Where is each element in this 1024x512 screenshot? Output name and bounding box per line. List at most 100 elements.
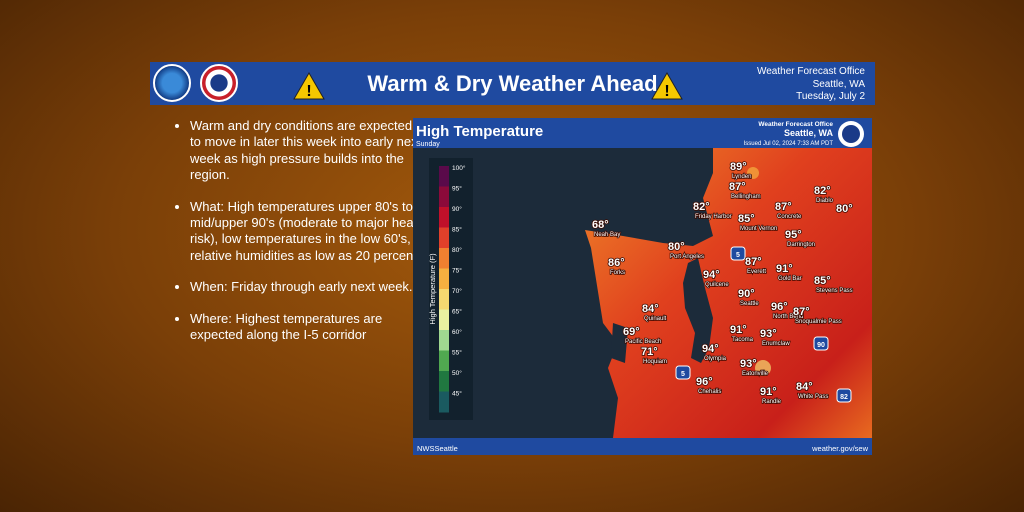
grays-harbor (611, 323, 628, 363)
city-temp: 94° (702, 343, 719, 355)
city-temp: 86° (608, 257, 625, 269)
legend-swatch (439, 391, 449, 413)
legend-label: 70° (452, 287, 462, 295)
city-temp: 91° (730, 324, 747, 336)
bullet: Where: Highest temperatures are expected… (190, 311, 425, 344)
map-office: Weather Forecast Office (758, 121, 833, 128)
temperature-map: High Temperature Sunday Weather Forecast… (413, 118, 872, 455)
city-name: Randle (762, 399, 782, 405)
legend-swatch (439, 227, 449, 249)
legend-swatch (439, 207, 449, 228)
warning-icon: ! (651, 71, 683, 100)
city-name: Mount Vernon (740, 226, 777, 232)
bullet: What: High temperatures upper 80's to mi… (190, 199, 425, 265)
map-footer-bar (413, 438, 872, 455)
city-temp: 82° (814, 185, 831, 197)
map-title: High Temperature (416, 123, 543, 140)
puget-sound (683, 258, 713, 363)
city-temp: 91° (776, 263, 793, 275)
bullet-list: Warm and dry conditions are expected to … (170, 118, 425, 358)
legend-label: 100° (452, 164, 466, 172)
slide-title: Warm & Dry Weather Ahead (367, 71, 658, 96)
legend-swatch (439, 309, 449, 331)
city-name: Snoqualmie Pass (795, 319, 842, 325)
legend-label: 90° (452, 205, 462, 213)
city-temp: 82° (693, 201, 710, 213)
office-line: Seattle, WA (812, 78, 865, 90)
office-line: Tuesday, July 2 (796, 91, 865, 102)
nws-logo (842, 125, 860, 143)
interstate-shield (675, 365, 691, 380)
city-name: Friday Harbor (695, 214, 732, 220)
noaa-logo (153, 64, 191, 102)
legend-swatch (439, 248, 449, 269)
interstate-shield (836, 388, 852, 403)
city-name: Gold Bar (778, 276, 802, 282)
city-temp: 84° (796, 381, 813, 393)
legend-swatch (439, 166, 449, 187)
legend-swatch (439, 371, 449, 392)
city-name: Darrington (787, 242, 815, 248)
city-temp: 85° (814, 275, 831, 287)
bullet: Warm and dry conditions are expected to … (190, 118, 425, 184)
city-name: Everett (747, 269, 766, 275)
heat-spot (747, 167, 759, 179)
office-info: Weather Forecast Office Seattle, WA Tues… (757, 66, 865, 104)
city-temp: 96° (771, 301, 788, 313)
legend-label: 45° (452, 390, 462, 398)
city-temp: 80° (836, 203, 853, 215)
legend-box (429, 158, 473, 420)
land (585, 148, 872, 438)
city-temp: 84° (642, 303, 659, 315)
city-name: Port Angeles (670, 254, 704, 260)
shield-number: 5 (736, 252, 740, 259)
city-name: Tacoma (732, 337, 754, 343)
legend-label: 80° (452, 246, 462, 254)
interstate-shield (813, 336, 829, 351)
legend-title: High Temperature (F) (428, 253, 437, 325)
bullet: When: Friday through early next week. (190, 279, 425, 295)
city-temp: 96° (696, 376, 713, 388)
city-name: Lynden (732, 174, 751, 180)
city-temp: 94° (703, 269, 720, 281)
footer-right: weather.gov/sew (811, 444, 868, 453)
legend-swatch (439, 186, 449, 208)
city-temp: 68° (592, 219, 609, 231)
city-temp: 69° (623, 326, 640, 338)
city-temp: 71° (641, 346, 658, 358)
city-name: Stevens Pass (816, 288, 853, 294)
legend-swatch (439, 330, 449, 351)
map-office: Seattle, WA (784, 128, 834, 138)
city-name: North Bend (773, 314, 803, 320)
map-subtitle: Sunday (416, 141, 440, 148)
city-name: Hoquiam (643, 359, 667, 365)
city-temp: 91° (760, 386, 777, 398)
legend-swatch (439, 350, 449, 372)
legend-label: 95° (452, 185, 462, 193)
city-name: White Pass (798, 394, 828, 400)
shield-number: 5 (681, 371, 685, 378)
city-temp: 80° (668, 241, 685, 253)
shield-number: 82 (840, 394, 848, 401)
city-name: Chehalis (698, 389, 721, 395)
legend-label: 85° (452, 226, 462, 234)
city-name: Pacific Beach (625, 339, 661, 345)
city-temp: 87° (793, 306, 810, 318)
city-name: Quilcene (705, 282, 729, 288)
interstate-shield (730, 246, 746, 261)
city-name: Forks (610, 270, 625, 276)
city-name: Quinault (644, 316, 667, 322)
legend-label: 50° (452, 369, 462, 377)
legend-label: 75° (452, 267, 462, 275)
city-temp: 87° (775, 201, 792, 213)
city-temp: 93° (740, 358, 757, 370)
city-temp: 95° (785, 229, 802, 241)
map-office: Issued Jul 02, 2024 7:33 AM PDT (744, 141, 834, 147)
warning-icon: ! (293, 71, 325, 100)
city-name: Enumclaw (762, 341, 790, 347)
city-name: Concrete (777, 214, 802, 220)
city-name: Olympia (704, 356, 727, 362)
city-name: Diablo (816, 198, 834, 204)
city-temp: 85° (738, 213, 755, 225)
heat-spot (755, 360, 771, 376)
